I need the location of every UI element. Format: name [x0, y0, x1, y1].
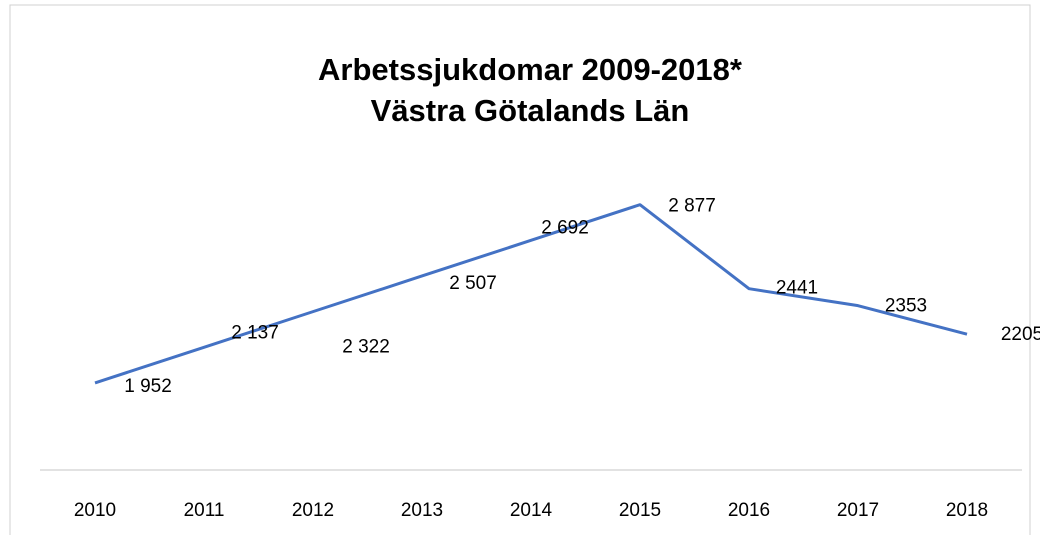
- data-label: 2205: [1001, 324, 1040, 345]
- x-tick-label: 2017: [837, 500, 879, 521]
- x-tick-label: 2012: [292, 500, 334, 521]
- x-tick-label: 2016: [728, 500, 770, 521]
- chart-frame: [9, 4, 1031, 535]
- x-tick-label: 2015: [619, 500, 661, 521]
- data-label: 1 952: [124, 376, 172, 397]
- data-label: 2 877: [668, 196, 716, 217]
- x-tick-label: 2014: [510, 500, 553, 521]
- chart-title: Arbetssjukdomar 2009-2018*: [318, 52, 743, 87]
- x-tick-label: 2013: [401, 500, 443, 521]
- data-label: 2353: [885, 296, 927, 317]
- data-label: 2441: [776, 278, 818, 299]
- line: [94, 203, 968, 385]
- x-tick-label: 2011: [184, 500, 225, 521]
- x-tick-label: 2010: [74, 500, 116, 521]
- data-label: 2 322: [342, 337, 390, 358]
- data-label: 2 692: [541, 217, 589, 238]
- data-label: 2 507: [449, 273, 497, 294]
- data-label: 2 137: [231, 322, 279, 343]
- chart-subtitle: Västra Götalands Län: [371, 93, 690, 128]
- x-tick-label: 2018: [946, 500, 988, 521]
